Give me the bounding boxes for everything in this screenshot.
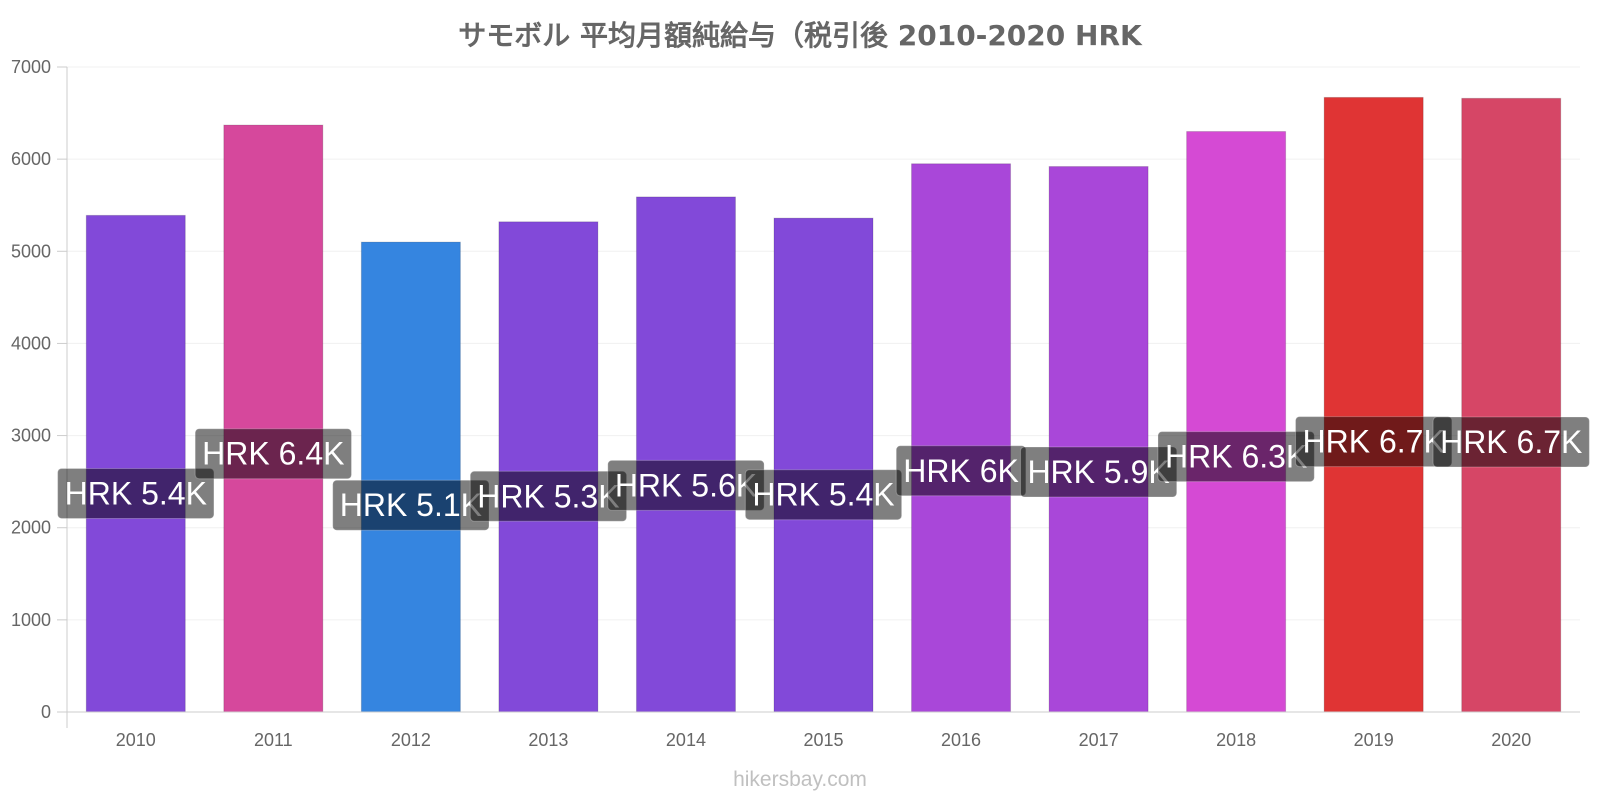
- data-label-2019: HRK 6.7K: [1295, 416, 1453, 468]
- data-label-2014: HRK 5.6K: [607, 459, 765, 511]
- x-tick-label: 2015: [803, 730, 843, 750]
- bars: [85, 96, 1562, 713]
- y-tick-label: 0: [41, 702, 51, 722]
- x-tick-label: 2018: [1216, 730, 1256, 750]
- data-label-text: HRK 5.4K: [752, 477, 894, 513]
- y-tick-label: 1000: [11, 610, 51, 630]
- data-label-box: [1432, 416, 1590, 468]
- x-tick-label: 2016: [941, 730, 981, 750]
- bar-2015: [773, 217, 874, 713]
- y-tick-label: 2000: [11, 518, 51, 538]
- y-tick-label: 7000: [11, 57, 51, 77]
- data-label-2017: HRK 5.9K: [1019, 446, 1178, 498]
- y-tick-label: 6000: [11, 149, 51, 169]
- bar-2016: [911, 163, 1012, 713]
- axes: 0 1000 2000 3000 4000 5000 6000 7000 2010 2011 201…: [11, 57, 1580, 750]
- data-label-text: HRK 6.7K: [1440, 424, 1582, 460]
- bar-2013: [498, 221, 599, 713]
- data-label-text: HRK 5.9K: [1027, 454, 1169, 490]
- data-label-2011: HRK 6.4K: [194, 428, 352, 480]
- y-tick-label: 3000: [11, 426, 51, 446]
- data-label-text: HRK 5.3K: [477, 478, 619, 514]
- x-tick-label: 2020: [1491, 730, 1531, 750]
- data-label-box: [194, 428, 352, 480]
- data-label-text: HRK 5.4K: [65, 475, 207, 511]
- data-label-2018: HRK 6.3K: [1157, 431, 1315, 483]
- bar-2014: [635, 196, 736, 713]
- data-label-box: [57, 467, 215, 519]
- data-label-text: HRK 6.3K: [1165, 439, 1307, 475]
- data-label-2020: HRK 6.7K: [1432, 416, 1590, 468]
- data-label-text: HRK 5.1K: [340, 487, 482, 523]
- x-tick-label: 2019: [1354, 730, 1394, 750]
- data-label-text: HRK 5.6K: [615, 467, 757, 503]
- data-label-text: HRK 6.4K: [202, 436, 344, 472]
- bar-2012: [360, 241, 461, 713]
- x-tick-label: 2011: [254, 730, 293, 750]
- data-label-2015: HRK 5.4K: [744, 469, 903, 521]
- x-tick-label: 2010: [116, 730, 156, 750]
- bar-2017: [1048, 166, 1149, 713]
- chart-title: サモボル 平均月額純給与（税引後 2010-2020 HRK: [458, 19, 1142, 52]
- data-label-2013: HRK 5.3K: [469, 470, 628, 522]
- bar-2018: [1186, 131, 1287, 713]
- data-label-2012: HRK 5.1K: [332, 479, 490, 531]
- x-tick-label: 2013: [528, 730, 568, 750]
- bar-2019: [1323, 96, 1424, 713]
- data-label-2016: HRK 6K: [895, 445, 1027, 497]
- y-tick-label: 5000: [11, 241, 51, 261]
- x-tick-label: 2014: [666, 730, 706, 750]
- chart-plot: 0 1000 2000 3000 4000 5000 6000 7000 2010 2011 201…: [11, 57, 1590, 750]
- footer-watermark: hikersbay.com: [733, 768, 867, 791]
- bar-2010: [85, 214, 186, 713]
- data-label-text: HRK 6K: [903, 453, 1019, 489]
- data-label-2010: HRK 5.4K: [57, 467, 215, 519]
- bar-2020: [1461, 97, 1562, 713]
- bar-2011: [223, 124, 324, 713]
- x-tick-label: 2012: [391, 730, 431, 750]
- x-tick-label: 2017: [1079, 730, 1119, 750]
- data-label-text: HRK 6.7K: [1303, 424, 1445, 460]
- y-tick-label: 4000: [11, 333, 51, 353]
